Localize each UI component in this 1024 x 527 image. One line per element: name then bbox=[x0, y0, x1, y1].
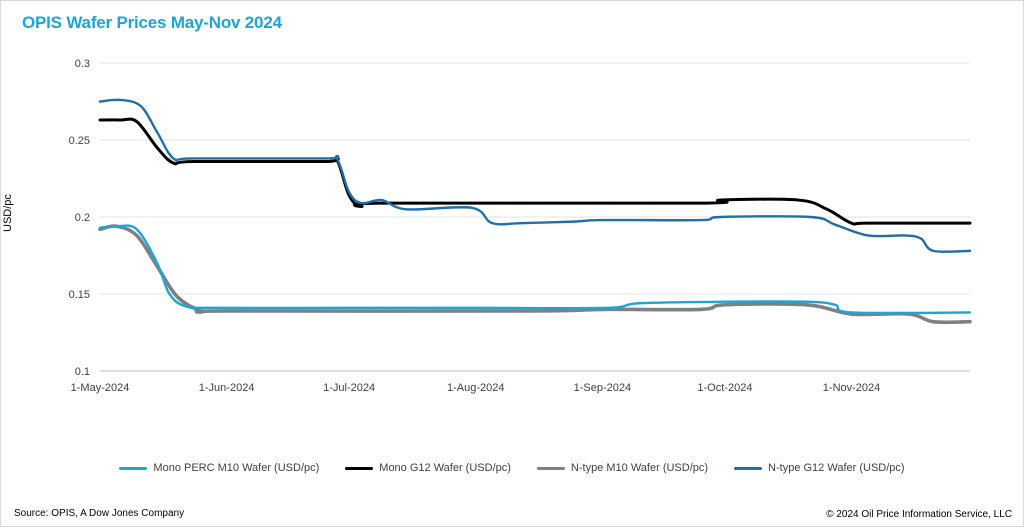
line-chart: 0.1 0.15 0.2 0.25 0.3 1-May-2024 1-Jun-2024 1-J… bbox=[69, 58, 972, 394]
chart-legend: Mono PERC M10 Wafer (USD/pc) Mono G12 Wa… bbox=[0, 462, 1024, 474]
x-tick-label: 1-Jun-2024 bbox=[199, 382, 255, 394]
source-note: Source: OPIS, A Dow Jones Company bbox=[14, 508, 185, 519]
series-line-1 bbox=[98, 224, 972, 315]
legend-label: Mono PERC M10 Wafer (USD/pc) bbox=[153, 462, 320, 474]
y-tick-label: 0.2 bbox=[75, 212, 90, 224]
legend-item: N-type M10 Wafer (USD/pc) bbox=[536, 462, 709, 474]
chart-title: OPIS Wafer Prices May-Nov 2024 bbox=[22, 13, 282, 32]
legend-label: Mono G12 Wafer (USD/pc) bbox=[379, 462, 511, 474]
legend-swatch bbox=[119, 466, 148, 470]
legend-swatch bbox=[734, 466, 763, 470]
x-tick-label: 1-May-2024 bbox=[71, 382, 130, 394]
legend-item: Mono G12 Wafer (USD/pc) bbox=[345, 462, 511, 474]
legend-label: N-type M10 Wafer (USD/pc) bbox=[570, 462, 709, 474]
legend-swatch bbox=[536, 466, 565, 470]
x-tick-label: 1-Jul-2024 bbox=[323, 382, 375, 394]
y-tick-label: 0.25 bbox=[69, 135, 90, 147]
y-tick-label: 0.15 bbox=[69, 289, 90, 301]
y-tick-label: 0.3 bbox=[75, 58, 90, 70]
series-line-2 bbox=[98, 117, 972, 226]
x-tick-label: 1-Nov-2024 bbox=[823, 382, 880, 394]
legend-swatch bbox=[345, 466, 374, 470]
legend-item: Mono PERC M10 Wafer (USD/pc) bbox=[119, 462, 319, 474]
x-tick-label: 1-Oct-2024 bbox=[697, 382, 752, 394]
y-tick-label: 0.1 bbox=[75, 366, 90, 378]
legend-label: N-type G12 Wafer (USD/pc) bbox=[768, 462, 905, 474]
series-line-4 bbox=[98, 98, 972, 253]
x-tick-label: 1-Aug-2024 bbox=[447, 382, 505, 394]
legend-item: N-type G12 Wafer (USD/pc) bbox=[734, 462, 905, 474]
series-line-3 bbox=[98, 224, 972, 325]
copyright-note: © 2024 Oil Price Information Service, LL… bbox=[826, 509, 1012, 520]
x-tick-label: 1-Sep-2024 bbox=[574, 382, 632, 394]
